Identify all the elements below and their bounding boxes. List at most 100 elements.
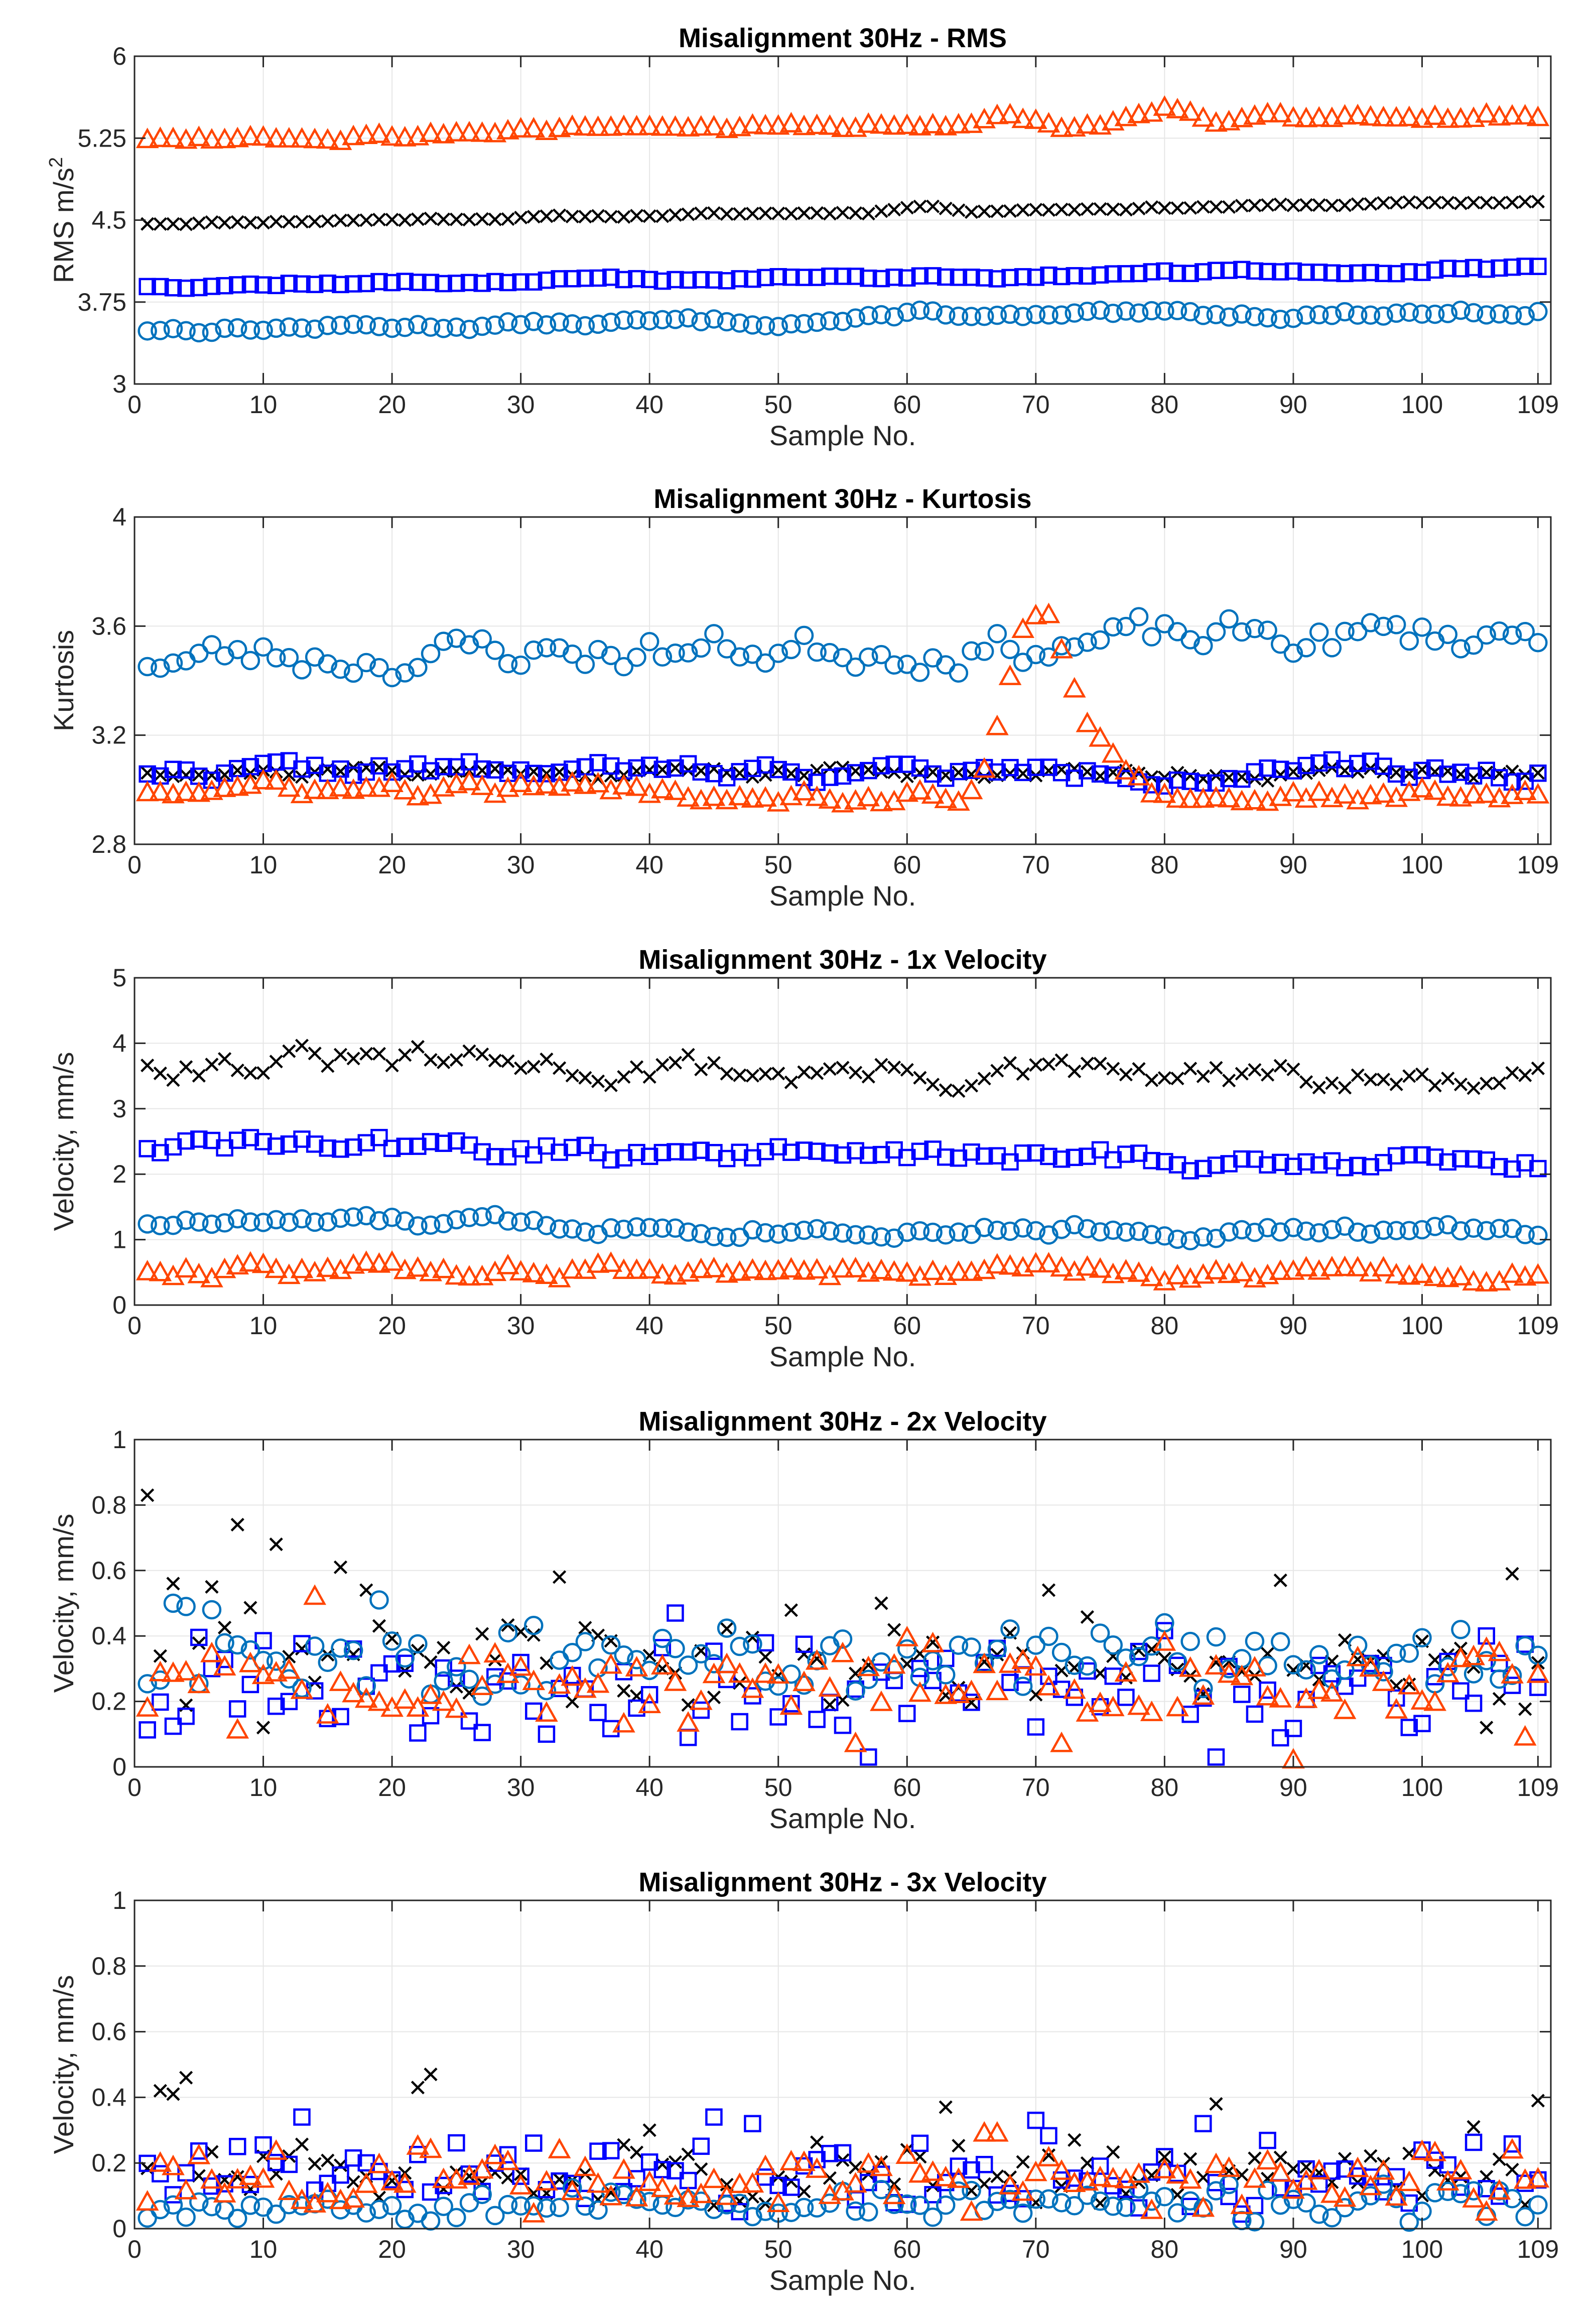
triangle-marker: [1166, 2163, 1189, 2184]
triangle-marker: [1526, 1662, 1550, 1683]
circle-marker: [833, 1629, 853, 1649]
square-marker: [640, 1147, 658, 1165]
circle-marker: [1464, 303, 1484, 323]
square-marker: [383, 763, 401, 781]
circle-marker: [1438, 624, 1458, 645]
x-marker: [1196, 200, 1210, 214]
circle-marker: [1464, 1664, 1484, 1684]
x-marker: [475, 212, 489, 226]
circle-marker: [859, 2202, 878, 2222]
circle-marker: [331, 1638, 350, 1658]
x-marker: [192, 216, 206, 230]
triangle-marker: [149, 1260, 172, 1281]
square-marker: [1027, 758, 1045, 776]
triangle-marker: [998, 665, 1022, 685]
square-marker: [1503, 2135, 1521, 2153]
x-marker: [1170, 201, 1184, 215]
square-marker: [1156, 1622, 1173, 1639]
x-tick-label: 50: [764, 1773, 792, 1802]
x-tick-label: 100: [1401, 851, 1443, 879]
triangle-marker: [586, 2172, 610, 2193]
circle-marker: [1065, 1655, 1085, 1675]
circle-marker: [1399, 1643, 1419, 1663]
circle-marker: [691, 638, 711, 658]
x-marker: [243, 1601, 257, 1615]
x-marker: [205, 215, 219, 229]
triangle-marker: [1191, 1684, 1215, 1705]
x-tick-label: 80: [1151, 2235, 1179, 2263]
triangle-marker: [1307, 1259, 1331, 1280]
triangle-marker: [947, 790, 970, 811]
triangle-marker: [187, 125, 211, 147]
triangle-marker: [445, 1697, 468, 1718]
triangle-marker: [870, 2155, 893, 2176]
triangle-marker: [934, 2165, 958, 2187]
x-marker: [849, 1066, 863, 1080]
x-marker: [321, 2153, 335, 2167]
circle-marker: [1167, 301, 1187, 320]
circle-marker: [1142, 1636, 1161, 1656]
triangle-marker: [1127, 102, 1150, 123]
square-marker: [1413, 1715, 1431, 1732]
x-marker: [707, 206, 721, 220]
x-marker: [887, 1623, 901, 1637]
circle-marker: [421, 317, 441, 337]
triangle-marker: [458, 769, 481, 791]
circle-marker: [369, 1590, 389, 1610]
circle-marker: [563, 1219, 582, 1239]
triangle-marker: [1205, 1654, 1228, 1675]
x-marker: [553, 765, 567, 779]
circle-marker: [1039, 305, 1058, 325]
x-tick-label: 0: [127, 2235, 142, 2263]
circle-marker: [138, 657, 157, 677]
triangle-marker: [354, 123, 378, 145]
triangle-marker: [1230, 790, 1254, 811]
triangle-marker: [548, 2137, 571, 2158]
square-marker: [525, 1146, 543, 1164]
triangle-marker: [998, 102, 1022, 123]
circle-marker: [652, 1628, 673, 1648]
x-marker: [333, 2158, 348, 2172]
x-marker: [424, 1655, 438, 1669]
square-marker: [1400, 1146, 1418, 1164]
x-marker: [861, 762, 875, 777]
circle-marker: [369, 317, 389, 336]
x-marker: [1248, 2151, 1262, 2165]
triangle-marker: [998, 2173, 1022, 2195]
circle-marker: [1258, 620, 1277, 640]
x-marker: [1068, 1064, 1082, 1078]
y-axis-label: Kurtosis: [48, 630, 79, 731]
square-marker: [280, 275, 298, 292]
circle-marker: [678, 643, 698, 663]
square-marker: [267, 277, 285, 294]
square-marker: [422, 1133, 440, 1150]
circle-marker: [1245, 2212, 1265, 2232]
square-marker: [821, 1144, 839, 1162]
triangle-marker: [342, 2187, 365, 2208]
x-tick-label: 109: [1517, 391, 1559, 419]
circle-marker: [1386, 303, 1406, 323]
circle-marker: [1219, 609, 1239, 629]
square-marker: [1246, 763, 1264, 781]
square-marker: [1400, 263, 1418, 281]
x-marker: [1453, 767, 1468, 782]
triangle-marker: [290, 2189, 314, 2209]
square-marker: [653, 1143, 672, 1162]
triangle-marker: [1153, 1630, 1176, 1651]
triangle-marker: [1333, 1698, 1357, 1719]
triangle-marker: [1501, 1262, 1524, 1283]
circle-marker: [1232, 1220, 1252, 1240]
triangle-marker: [805, 1258, 829, 1279]
triangle-marker: [213, 1655, 236, 1676]
circle-marker: [434, 631, 453, 651]
circle-marker: [1425, 1217, 1445, 1236]
square-marker: [988, 2186, 1006, 2204]
circle-marker: [1348, 1635, 1368, 1655]
y-tick-label: 3.2: [91, 721, 126, 749]
triangle-marker: [689, 1257, 713, 1278]
triangle-marker: [1307, 2158, 1331, 2179]
circle-marker: [1374, 1662, 1393, 1682]
square-marker: [267, 2153, 285, 2171]
circle-marker: [369, 2200, 389, 2219]
triangle-marker: [406, 1696, 430, 1717]
